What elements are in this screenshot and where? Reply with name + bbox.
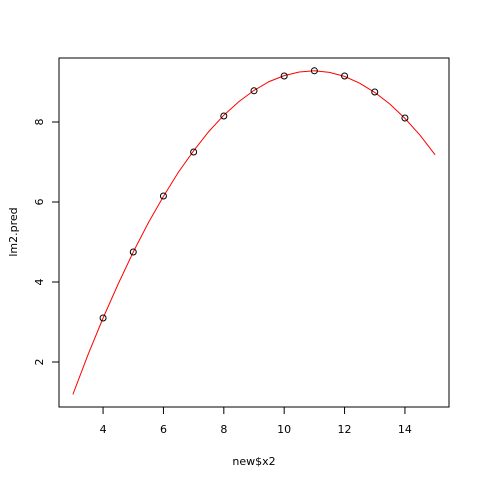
x-axis-label: new$x2 bbox=[232, 455, 275, 468]
fit-curve bbox=[72, 70, 436, 395]
y-axis-label: lm2.pred bbox=[7, 207, 20, 256]
data-point bbox=[129, 248, 137, 256]
x-tick-label: 8 bbox=[220, 423, 227, 436]
data-point bbox=[310, 67, 318, 75]
y-tick-label: 4 bbox=[33, 279, 46, 286]
data-point bbox=[190, 148, 198, 156]
x-tick-label: 6 bbox=[160, 423, 167, 436]
y-tick-label: 2 bbox=[33, 359, 46, 366]
plot-box bbox=[58, 57, 450, 408]
data-point bbox=[280, 72, 288, 80]
data-point bbox=[159, 192, 167, 200]
data-point bbox=[220, 112, 228, 120]
data-point bbox=[401, 114, 409, 122]
x-tick-label: 10 bbox=[277, 423, 291, 436]
data-point bbox=[99, 314, 107, 322]
data-point bbox=[250, 87, 258, 95]
x-tick-label: 4 bbox=[100, 423, 107, 436]
y-tick-label: 8 bbox=[33, 119, 46, 126]
data-point bbox=[341, 72, 349, 80]
data-point bbox=[371, 88, 379, 96]
x-tick-label: 12 bbox=[338, 423, 352, 436]
y-tick-label: 6 bbox=[33, 199, 46, 206]
x-tick-label: 14 bbox=[398, 423, 412, 436]
